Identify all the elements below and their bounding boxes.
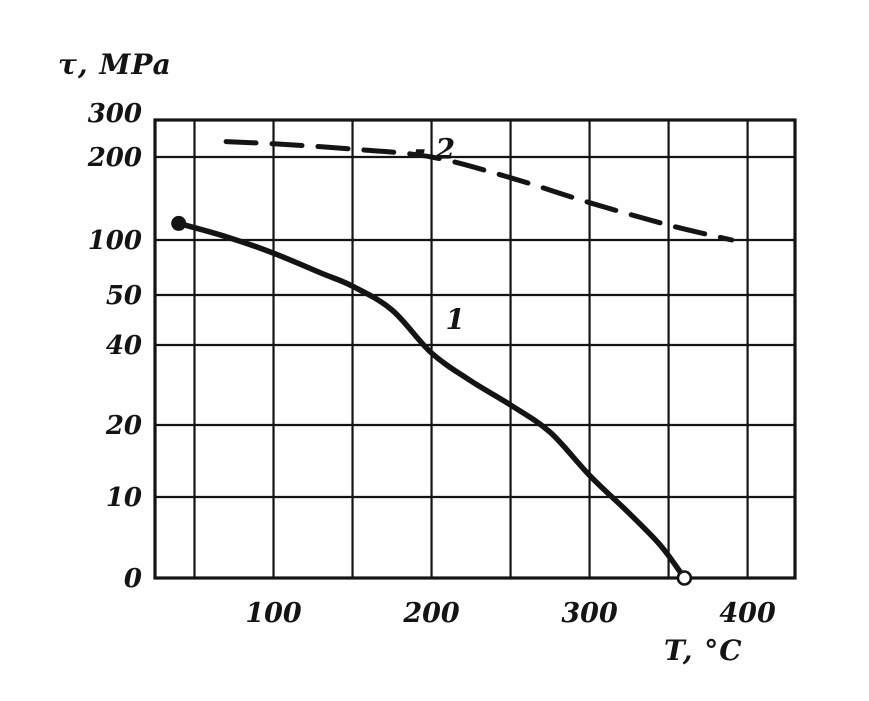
x-axis-label: T, °C [664, 634, 743, 667]
x-tick-label: 300 [561, 598, 618, 629]
x-tick-label: 400 [719, 598, 776, 629]
y-tick-label: 40 [106, 331, 142, 361]
y-axis-label: τ, MPa [58, 48, 172, 81]
curve-label: - 2 [414, 133, 455, 166]
curve-2 [223, 139, 735, 243]
y-tick-label: 300 [88, 99, 142, 129]
x-tick-label: 200 [402, 598, 460, 629]
x-tick-label: 100 [245, 598, 302, 629]
y-tick-label: 20 [105, 411, 142, 441]
curve-1 [175, 220, 688, 581]
curve-1-start-marker [171, 215, 187, 231]
y-tick-label: 10 [106, 483, 142, 513]
curve-label: 1 [446, 303, 465, 336]
y-tick-label: 0 [124, 564, 142, 594]
y-tick-label: 50 [106, 281, 142, 311]
y-tick-label: 100 [88, 226, 142, 256]
y-tick-label: 200 [87, 143, 142, 173]
curve-1-end-marker [676, 570, 693, 586]
plot-border [153, 118, 797, 580]
